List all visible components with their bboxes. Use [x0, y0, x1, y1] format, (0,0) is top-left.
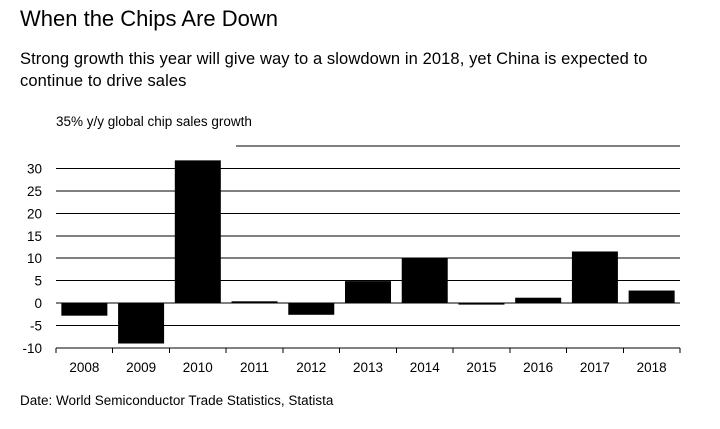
- bar-2011: [231, 301, 278, 304]
- bar-2015: [458, 303, 505, 305]
- y-tick-label: 15: [27, 229, 42, 244]
- source-note: Date: World Semiconductor Trade Statisti…: [20, 393, 334, 408]
- y-tick-label: 10: [27, 251, 42, 266]
- chart-subtitle: Strong growth this year will give way to…: [20, 50, 648, 90]
- x-tick-label: 2018: [637, 360, 667, 375]
- bar-2008: [61, 303, 108, 316]
- x-tick-label: 2010: [183, 360, 213, 375]
- y-tick-label: 0: [34, 296, 42, 311]
- x-tick-label: 2013: [353, 360, 383, 375]
- bar-2017: [571, 251, 618, 304]
- chart-title: When the Chips Are Down: [20, 6, 279, 31]
- bar-2014: [401, 258, 448, 304]
- x-tick-label: 2014: [410, 360, 441, 375]
- x-axis: 2008 2009 2010 2011 2012 2013 2014 2015 2016 2017…: [55, 347, 681, 375]
- bar-2013: [345, 281, 391, 304]
- bars: [61, 160, 675, 344]
- y-tick-label: 5: [34, 274, 42, 289]
- y-axis-title: 35% y/y global chip sales growth: [56, 114, 252, 129]
- x-tick-label: 2008: [69, 360, 99, 375]
- y-tick-label: 20: [27, 206, 42, 221]
- y-tick-label: -5: [30, 319, 42, 334]
- bar-2010: [174, 160, 221, 304]
- x-tick-label: 2012: [296, 360, 326, 375]
- x-tick-label: 2009: [126, 360, 156, 375]
- x-tick-label: 2016: [523, 360, 553, 375]
- bar-2018: [628, 290, 675, 304]
- y-tick-label: 25: [27, 184, 42, 199]
- y-tick-label: 30: [27, 161, 42, 176]
- x-tick-label: 2017: [580, 360, 610, 375]
- bar-2016: [515, 297, 562, 304]
- bar-2009: [118, 303, 165, 344]
- bar-2012: [288, 303, 335, 315]
- y-tick-label: -10: [22, 341, 42, 356]
- y-axis-labels: -10 -5 0 5 10 15 20 25 30: [22, 161, 42, 356]
- x-tick-label: 2015: [466, 360, 496, 375]
- x-tick-label: 2011: [240, 360, 269, 375]
